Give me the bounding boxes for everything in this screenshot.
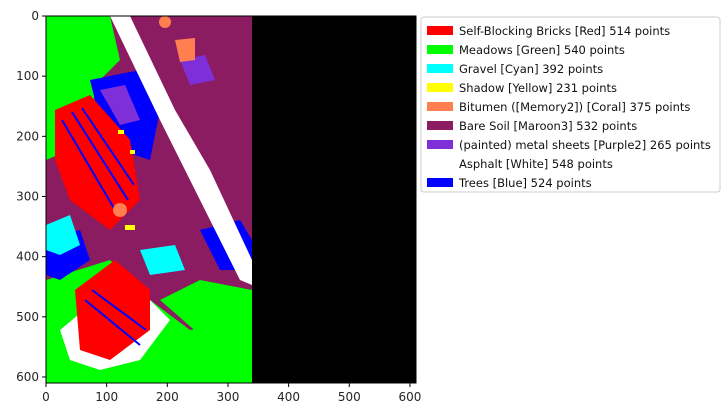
y-tick-label: 100 <box>16 69 39 83</box>
legend-label: Gravel [Cyan] 392 points <box>459 62 603 76</box>
legend-label: Trees [Blue] 524 points <box>458 176 592 190</box>
axes-frame <box>45 15 417 384</box>
x-tick-label: 600 <box>398 390 421 404</box>
legend-label: Shadow [Yellow] 231 points <box>459 81 617 95</box>
x-tick-label: 400 <box>277 390 300 404</box>
legend-label: Bitumen ([Memory2]) [Coral] 375 points <box>459 100 690 114</box>
legend-label: Meadows [Green] 540 points <box>459 43 625 57</box>
y-tick-label: 600 <box>16 370 39 384</box>
classification-image <box>46 16 252 383</box>
legend: Self-Blocking Bricks [Red] 514 points Mea… <box>420 16 721 193</box>
legend-label: Bare Soil [Maroon3] 532 points <box>459 119 637 133</box>
legend-swatch <box>427 83 453 92</box>
legend-swatch <box>427 140 453 149</box>
legend-swatch <box>427 178 453 187</box>
y-tick-label: 0 <box>31 9 39 23</box>
y-tick-label: 300 <box>16 189 39 203</box>
y-tick-label: 200 <box>16 129 39 143</box>
x-tick-label: 200 <box>156 390 179 404</box>
legend-swatch <box>427 102 453 111</box>
y-tick-label: 400 <box>16 250 39 264</box>
legend-label: (painted) metal sheets [Purple2] 265 poi… <box>459 138 711 152</box>
x-tick-label: 500 <box>338 390 361 404</box>
x-tick-label: 300 <box>217 390 240 404</box>
legend-label: Asphalt [White] 548 points <box>459 157 613 171</box>
y-tick-label: 500 <box>16 310 39 324</box>
legend-box <box>420 16 721 193</box>
x-tick-label: 0 <box>42 390 50 404</box>
x-tick-label: 100 <box>95 390 118 404</box>
legend-swatch <box>427 26 453 35</box>
legend-swatch <box>427 64 453 73</box>
legend-swatch <box>427 159 453 168</box>
legend-swatch <box>427 121 453 130</box>
legend-swatch <box>427 45 453 54</box>
legend-label: Self-Blocking Bricks [Red] 514 points <box>459 24 670 38</box>
